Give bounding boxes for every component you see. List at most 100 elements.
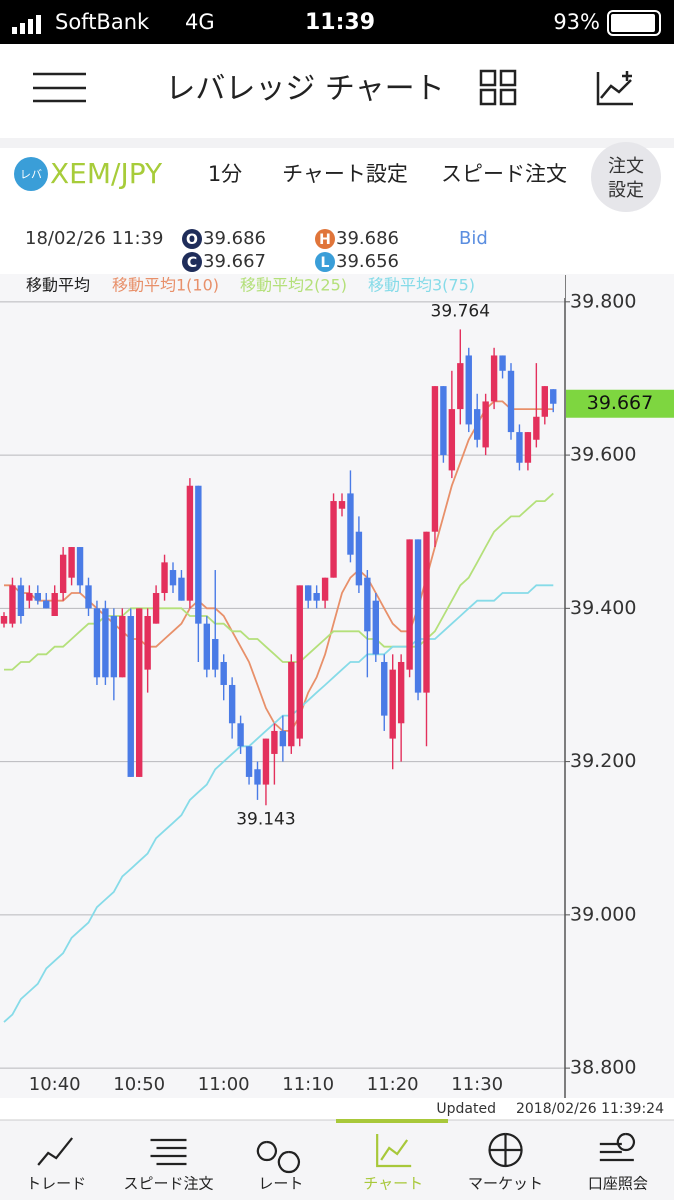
candle-body (465, 355, 472, 425)
legend-entry: 移動平均1(10) (112, 276, 219, 295)
tab-glyph (599, 1132, 635, 1162)
battery-fill (611, 14, 655, 32)
y-tick-label: 38.800 (570, 1057, 636, 1079)
candle-body (203, 623, 210, 670)
legend-bg (0, 274, 565, 298)
pair[interactable]: XEM/JPY (50, 157, 163, 190)
candle-body (110, 616, 118, 678)
candle-body (330, 501, 337, 578)
quote-value: 39.667 (203, 251, 266, 272)
x-tick-label: 11:30 (451, 1074, 503, 1095)
candle-body (220, 661, 227, 685)
order-settings-button[interactable] (591, 142, 661, 212)
tab-label[interactable]: チャート (363, 1175, 423, 1193)
chart-settings[interactable]: チャート設定 (282, 162, 408, 186)
tab-label[interactable]: トレード (26, 1175, 86, 1193)
candle-body (338, 501, 346, 509)
updated-label: Updated (436, 1101, 496, 1117)
candle-body (212, 638, 219, 670)
indicator-button[interactable] (596, 71, 633, 106)
legend-title: 移動平均 (26, 276, 90, 295)
candle-body (136, 608, 143, 777)
tab-glyph (150, 1138, 187, 1166)
candle-body (397, 661, 405, 724)
last-price-label: 39.667 (587, 392, 653, 414)
tab-glyph (37, 1137, 74, 1166)
status-bar (0, 0, 674, 44)
battery-level: 93% (553, 10, 600, 34)
candle-body (254, 769, 261, 785)
legend-entry: 移動平均3(75) (368, 276, 475, 295)
candle-body (76, 547, 84, 586)
x-tick-label: 11:10 (282, 1074, 334, 1095)
interval[interactable]: 1分 (208, 162, 242, 186)
signal-icon (12, 15, 41, 34)
y-tick-label: 39.000 (570, 903, 636, 925)
menu-button[interactable] (33, 72, 86, 103)
logo (14, 157, 48, 191)
candle-body (364, 577, 371, 632)
candle-body (186, 485, 194, 601)
last-price-box (566, 389, 674, 418)
candle-body (457, 363, 464, 410)
separator (0, 138, 674, 148)
quote: O 39.686 H 39.686 C 39.667 L 39.656 (182, 228, 399, 272)
candle-body (279, 730, 287, 747)
tabs: トレード スピード注文 レート チャート マーケット 口座照会 (26, 1132, 648, 1193)
chart-area (0, 274, 674, 1098)
quote-value: 39.686 (336, 228, 399, 249)
layout-button[interactable] (479, 69, 517, 106)
candle-body (152, 593, 160, 624)
candle-body (516, 432, 523, 463)
candle-body (262, 738, 270, 785)
quote-badge (182, 229, 202, 249)
active-tab-indicator (336, 1119, 448, 1123)
chart: 39.800 39.600 39.400 39.200 39.000 38.800 10:4… (0, 274, 674, 1120)
tab-glyph (256, 1140, 300, 1174)
header (0, 44, 674, 138)
legend-entry: 移動平均2(25) (240, 276, 347, 295)
candle-body (59, 554, 67, 594)
candle-body (271, 730, 278, 754)
tab-label[interactable]: 口座照会 (588, 1175, 648, 1193)
y-tick-label: 39.200 (570, 750, 636, 772)
x-tick-label: 11:20 (367, 1074, 419, 1095)
candle-body (0, 616, 8, 624)
candle-body (499, 355, 506, 371)
candle-body (245, 746, 253, 777)
tab-label[interactable]: マーケット (468, 1175, 543, 1193)
x-tick-label: 11:00 (198, 1074, 250, 1095)
candle-body (237, 723, 244, 747)
x-tick-label: 10:50 (113, 1074, 165, 1095)
order-settings-label: 注文 (608, 156, 644, 177)
candle-body (550, 389, 557, 404)
carrier: SoftBank (55, 10, 150, 34)
candle-body (490, 355, 498, 402)
header-title: レバレッジ チャート (165, 72, 444, 107)
candle-body (43, 600, 50, 609)
high-annotation: 39.764 (431, 301, 490, 321)
candle-body (93, 608, 101, 678)
quote-badge-letter: L (321, 255, 330, 271)
candle-body (423, 531, 430, 693)
speed-order[interactable]: スピード注文 (441, 162, 567, 186)
candle-body (313, 593, 320, 601)
clock: 11:39 (305, 10, 375, 35)
quote-badge-letter: H (319, 232, 331, 248)
candle-body (347, 493, 354, 555)
candle-body (524, 432, 532, 463)
tab-icon (37, 1137, 74, 1166)
y-tick-label: 39.600 (570, 444, 636, 466)
candle-body (431, 386, 439, 532)
tab-label[interactable]: レート (258, 1175, 303, 1193)
quote-badge-letter: C (187, 255, 197, 271)
candle-body (414, 539, 422, 693)
candle-body (9, 585, 16, 624)
tab-label[interactable]: スピード注文 (123, 1175, 213, 1193)
candle-body (169, 570, 177, 586)
tab-icon (488, 1132, 523, 1168)
quote-value: 39.686 (203, 228, 266, 249)
